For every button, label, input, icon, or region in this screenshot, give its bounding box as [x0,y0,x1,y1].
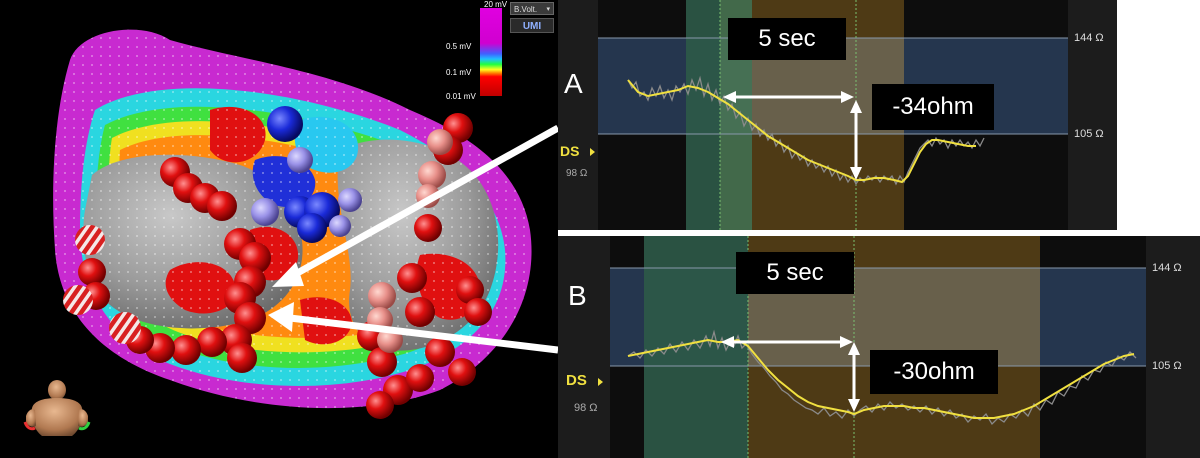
legend-low-label: 0.1 mV [446,68,472,77]
ds-label-b: DS [566,372,587,389]
ds-value-b: 98 Ω [574,402,598,414]
time-label-b: 5 sec [736,252,854,294]
upper-ohm-label-a: 144 Ω [1074,32,1104,44]
panel-b-letter: B [568,280,587,311]
orientation-torso-icon [23,380,91,436]
lower-ohm-label-b: 105 Ω [1152,360,1182,372]
time-label-a: 5 sec [728,18,846,60]
ds-value-a: 98 Ω [566,168,588,179]
delta-impedance-label-b: -30ohm [870,350,998,394]
annotation-arrows [268,124,558,354]
lower-ohm-label-a: 105 Ω [1074,128,1104,140]
panel-a-letter: A [564,68,583,99]
ds-marker-icon [590,148,595,156]
voltage-color-legend: 20 mV 0.5 mV 0.1 mV 0.01 mV B.Volt. ▾ UMI [440,0,558,101]
impedance-trace-b [558,236,1200,458]
umi-logo: UMI [510,18,554,33]
legend-min-label: 0.01 mV [446,92,476,101]
legend-max-label: 20 mV [484,0,508,9]
voltage-color-bar [480,8,502,96]
upper-ohm-label-b: 144 Ω [1152,262,1182,274]
voltage-map-render [53,29,558,419]
ds-label-a: DS [560,143,580,159]
chevron-down-icon: ▾ [546,6,550,13]
voltage-map-panel: 20 mV 0.5 mV 0.1 mV 0.01 mV B.Volt. ▾ UMI [0,0,558,458]
legend-high-label: 0.5 mV [446,42,472,51]
delta-impedance-label-a: -34ohm [872,84,994,130]
impedance-panel-a: 5 sec -34ohm A DS 98 Ω 144 Ω 105 Ω [558,0,1117,230]
map-mode-value: B.Volt. [514,5,538,14]
ds-marker-icon [598,378,603,386]
impedance-panel-b: 5 sec -30ohm B DS 98 Ω 144 Ω 105 Ω [558,236,1200,458]
map-mode-dropdown[interactable]: B.Volt. ▾ [510,2,554,15]
